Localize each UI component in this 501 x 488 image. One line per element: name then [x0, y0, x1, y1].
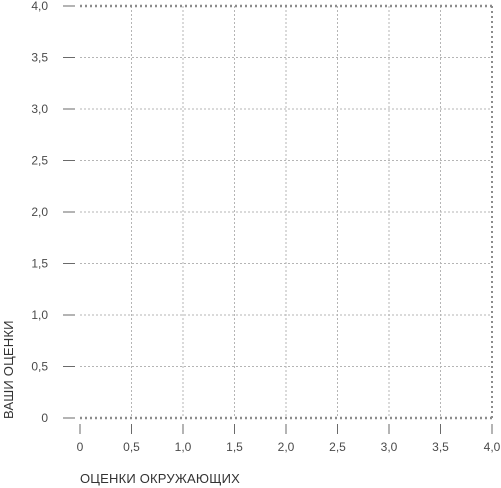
x-tick-label: 4,0 — [484, 440, 501, 454]
y-tick-label: 4,0 — [31, 0, 48, 13]
y-axis-ticks: 0 0,5 1,0 1,5 2,0 2,5 3,0 3,5 4,0 — [31, 0, 75, 425]
y-axis-title: ВАШИ ОЦЕНКИ — [1, 320, 16, 419]
x-axis-title: ОЦЕНКИ ОКРУЖАЮЩИХ — [80, 471, 240, 486]
x-tick-label: 3,0 — [381, 440, 398, 454]
y-tick-label: 1,5 — [31, 257, 48, 271]
x-tick-label: 2,0 — [278, 440, 295, 454]
x-tick-label: 3,5 — [432, 440, 449, 454]
x-tick-label: 0 — [77, 440, 84, 454]
y-tick-label: 1,0 — [31, 308, 48, 322]
grid — [80, 4, 493, 420]
x-tick-label: 1,5 — [226, 440, 243, 454]
x-tick-label: 0,5 — [123, 440, 140, 454]
y-tick-label: 3,5 — [31, 51, 48, 65]
x-tick-label: 1,0 — [175, 440, 192, 454]
x-tick-label: 2,5 — [329, 440, 346, 454]
y-tick-label: 0 — [41, 411, 48, 425]
y-tick-label: 0,5 — [31, 360, 48, 374]
x-axis-ticks: 0 0,5 1,0 1,5 2,0 2,5 3,0 3,5 4,0 — [77, 424, 501, 454]
y-tick-label: 2,5 — [31, 154, 48, 168]
y-tick-label: 2,0 — [31, 205, 48, 219]
y-tick-label: 3,0 — [31, 102, 48, 116]
